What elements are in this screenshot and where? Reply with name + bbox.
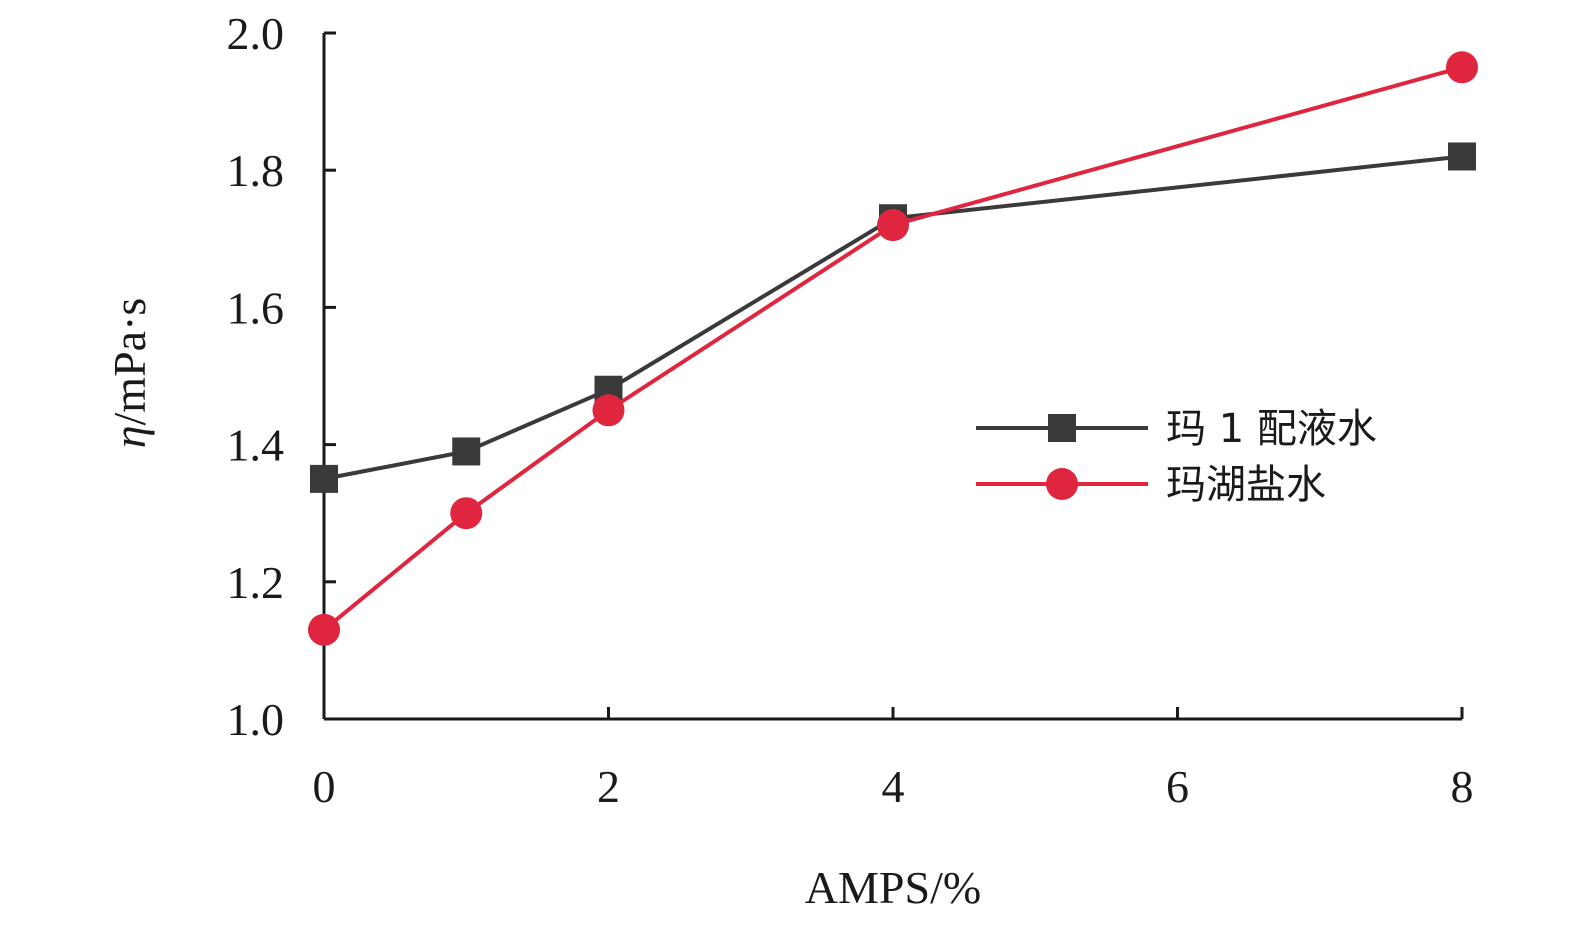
data-point (1446, 51, 1478, 84)
series-1 (310, 142, 1476, 493)
series-layer (308, 51, 1478, 646)
y-tick-label: 1.6 (227, 282, 285, 333)
legend-item: 玛湖盐水 (976, 462, 1326, 508)
y-ticks: 1.0 1.2 1.4 1.6 1.8 2.0 (227, 8, 336, 745)
data-point (1448, 142, 1476, 171)
series-line (322, 65, 1463, 632)
legend-marker (1048, 414, 1076, 442)
x-tick-label: 8 (1451, 761, 1474, 812)
legend-label: 玛 1 配液水 (1166, 406, 1377, 452)
data-point (450, 497, 483, 530)
y-tick-label: 1.0 (227, 694, 285, 745)
axes: 1.0 1.2 1.4 1.6 1.8 2.0 0 2 4 6 8 (227, 8, 1474, 812)
y-tick-label: 1.2 (227, 557, 285, 608)
x-tick-label: 2 (597, 761, 620, 812)
y-tick-label: 1.4 (227, 420, 285, 471)
data-point (310, 464, 338, 493)
y-tick-label: 1.8 (227, 145, 285, 196)
legend-label: 玛湖盐水 (1166, 462, 1326, 508)
legend-marker (1046, 468, 1078, 500)
x-tick-label: 0 (313, 761, 336, 812)
x-tick-label: 4 (882, 761, 905, 812)
data-point (877, 209, 909, 242)
data-point (308, 613, 340, 646)
y-axis-title: η/mPa·s (104, 298, 155, 449)
y-axis-symbol: η (104, 425, 155, 448)
y-axis-unit: /mPa·s (104, 298, 155, 426)
data-point (592, 394, 625, 427)
y-tick-label: 2.0 (227, 8, 285, 59)
x-ticks: 0 2 4 6 8 (313, 707, 1474, 812)
series-2 (308, 51, 1478, 646)
legend-item: 玛 1 配液水 (976, 406, 1377, 452)
x-axis-title: AMPS/% (805, 862, 981, 913)
x-tick-label: 6 (1166, 761, 1189, 812)
data-point (452, 437, 481, 466)
